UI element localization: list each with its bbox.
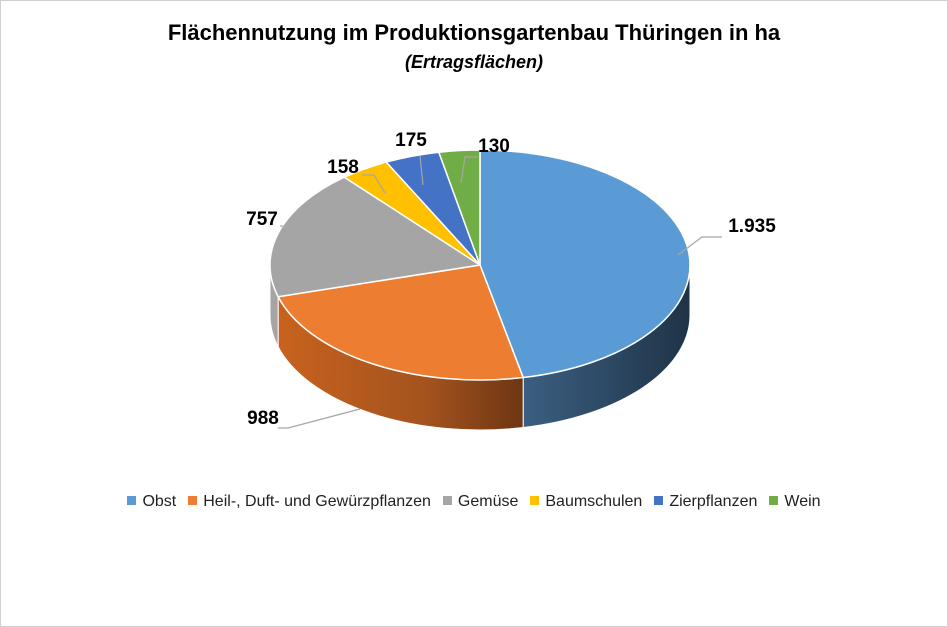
legend-label: Zierpflanzen bbox=[669, 493, 758, 510]
legend-swatch bbox=[654, 496, 664, 506]
legend-label: Gemüse bbox=[457, 493, 519, 510]
legend-item-obst: Obst bbox=[127, 493, 176, 511]
legend-swatch bbox=[769, 496, 779, 506]
legend-swatch bbox=[188, 496, 198, 506]
chart-legend: Obst Heil-, Duft- und Gewürzpflanzen Gemüs… bbox=[0, 493, 948, 511]
legend-label: Obst bbox=[142, 493, 177, 510]
chart-subtitle: (Ertragsflächen) bbox=[404, 52, 544, 72]
data-label-zierpflanzen: 175 bbox=[395, 130, 427, 151]
leader-line-wein bbox=[460, 156, 478, 184]
legend-label: Wein bbox=[784, 493, 821, 510]
chart-title: Flächennutzung im Produktionsgartenbau T… bbox=[167, 20, 781, 45]
pie-slice-heil-duft-und-gewürzpflanzen bbox=[277, 264, 524, 381]
data-label-obst: 1.935 bbox=[728, 216, 776, 237]
leader-line-baumschulen bbox=[362, 174, 386, 194]
leader-line-gemüse bbox=[280, 225, 298, 236]
legend-swatch bbox=[530, 496, 540, 506]
leader-line-heil-duft-und-gewürzpflanzen bbox=[278, 408, 361, 429]
data-label-baumschulen: 158 bbox=[327, 157, 359, 178]
legend-item-heil-duft-und-gewürzpflanzen: Heil-, Duft- und Gewürzpflanzen bbox=[188, 493, 431, 511]
legend-label: Baumschulen bbox=[545, 493, 643, 510]
legend-swatch bbox=[442, 496, 452, 506]
legend-item-wein: Wein bbox=[769, 493, 821, 511]
data-label-heil-duft-und-gewürzpflanzen: 988 bbox=[247, 408, 279, 429]
pie-slice-gemüse bbox=[269, 176, 481, 298]
data-label-wein: 130 bbox=[478, 136, 510, 157]
leader-line-zierpflanzen bbox=[419, 155, 424, 186]
pie-slice-wein bbox=[438, 149, 481, 266]
leader-line-obst bbox=[677, 236, 722, 256]
legend-label: Heil-, Duft- und Gewürzpflanzen bbox=[203, 493, 431, 510]
legend-swatch bbox=[127, 496, 137, 506]
pie-slice-obst bbox=[479, 149, 691, 379]
legend-item-zierpflanzen: Zierpflanzen bbox=[654, 493, 757, 511]
legend-item-baumschulen: Baumschulen bbox=[530, 493, 642, 511]
data-label-gemüse: 757 bbox=[246, 209, 278, 230]
legend-item-gemüse: Gemüse bbox=[442, 493, 519, 511]
